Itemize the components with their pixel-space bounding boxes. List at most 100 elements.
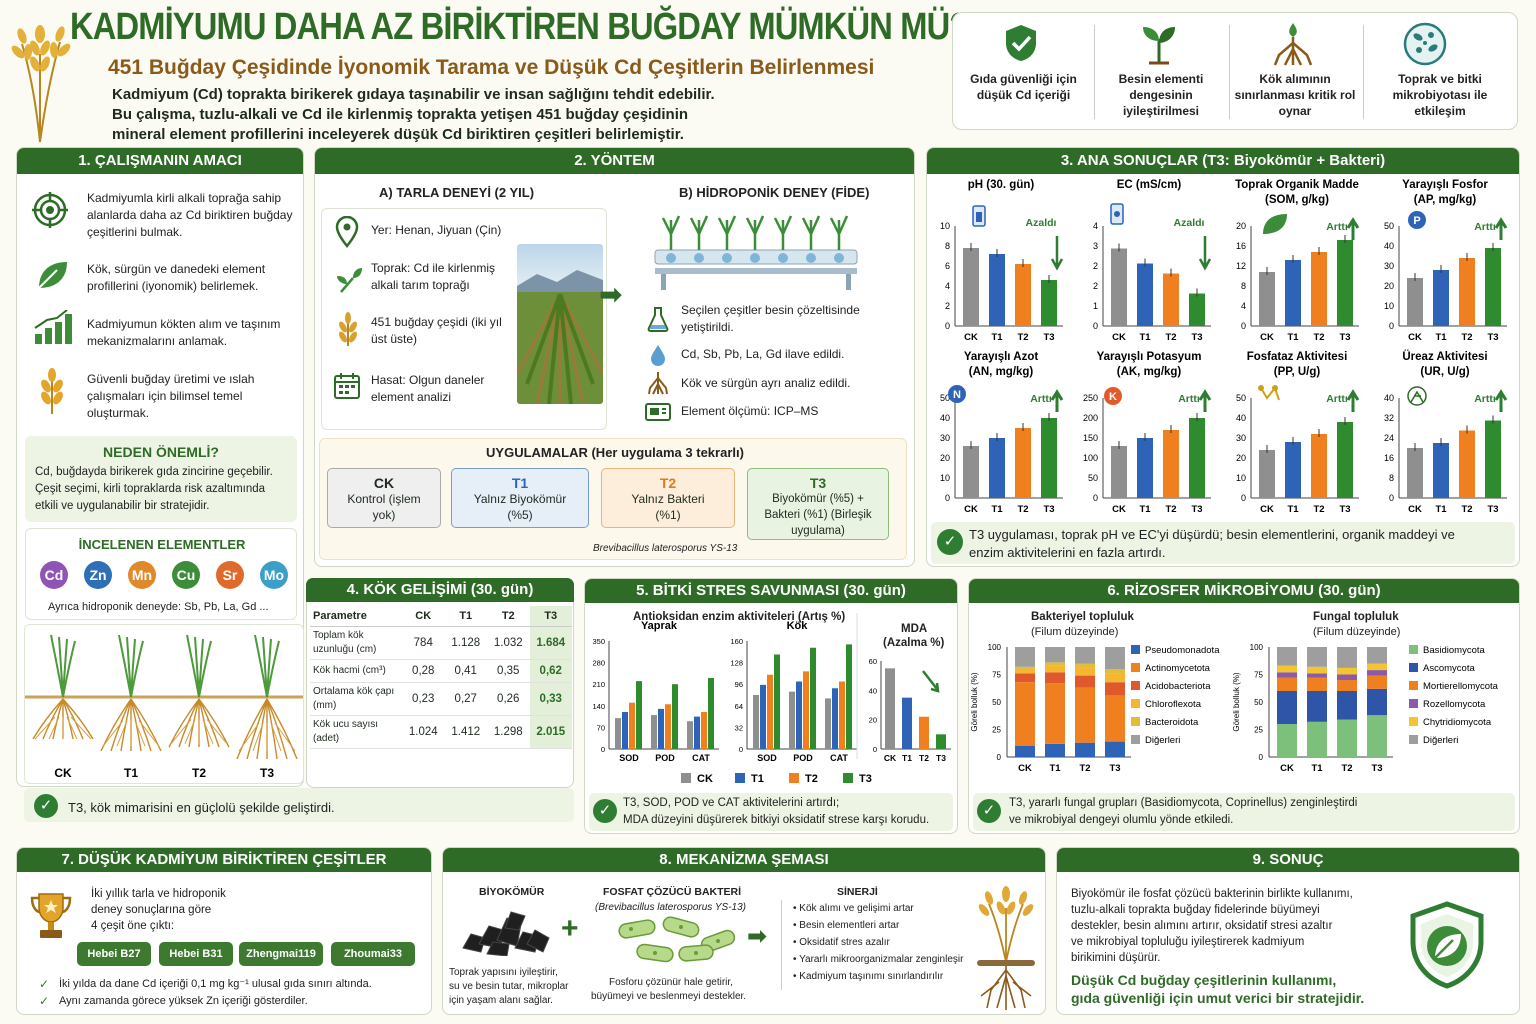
shield-leaf-icon xyxy=(1407,900,1487,995)
tick-label: 0 xyxy=(1093,493,1098,503)
variety-zhoumai33: Zhoumai33 xyxy=(331,942,415,966)
tick-label: 70 xyxy=(597,723,605,732)
bar-CK xyxy=(963,446,979,498)
tick-label: 4 xyxy=(1093,221,1098,231)
conclusion-bold-1: Düşük Cd buğday çeşitlerinin kullanımı, xyxy=(1071,972,1337,988)
hydro-item-4: Element ölçümü: ICP–MS xyxy=(681,404,819,418)
stack-segment xyxy=(1045,662,1065,666)
conclusion-line-1: Biyokömür ile fosfat çözücü bakterinin b… xyxy=(1071,888,1353,900)
bar-T1-CAT xyxy=(832,688,838,749)
bar-T3-POD xyxy=(810,647,816,749)
element-cu: Cu xyxy=(172,561,200,589)
bar-T1 xyxy=(1433,270,1449,326)
treatment-t2: T2 Yalnız Bakteri (%1) xyxy=(601,468,735,528)
bar-T3-SOD xyxy=(774,654,780,749)
wheat-grain-icon xyxy=(37,368,67,419)
strain-label: Brevibacillus laterosporus YS-13 xyxy=(593,543,738,554)
legend-label: Diğerleri xyxy=(1145,735,1180,746)
stack-segment xyxy=(1075,675,1095,688)
elements-box: İNCELENEN ELEMENTLER Cd Zn Mn Cu Sr Mo A… xyxy=(25,528,297,620)
shield-check-icon xyxy=(1003,23,1039,68)
stack-segment xyxy=(1045,672,1065,684)
hydroponic-illustration xyxy=(651,210,861,297)
chart-title-5: Yarayışlı Potasyum xyxy=(1097,351,1202,363)
legend-swatch xyxy=(1131,663,1140,672)
bar-CK xyxy=(1407,448,1423,498)
legend-label: Basidiomycota xyxy=(1423,645,1485,656)
table-cell: Ortalama kök çapı (mm) xyxy=(310,682,402,716)
table-cell: 1.412 xyxy=(444,715,487,749)
element-mn: Mn xyxy=(128,561,156,589)
conclusion-line-4: ve mikrobiyal topluluğu iyileştirerek ka… xyxy=(1071,936,1305,948)
stack-segment xyxy=(1045,647,1065,663)
wheat-logo-icon xyxy=(10,14,72,144)
lowcd-text-2: deney sonuçlarına göre xyxy=(91,904,212,916)
tick-label: 0 xyxy=(739,745,743,754)
tick-label: 0 xyxy=(1389,493,1394,503)
tick-label: 128 xyxy=(730,659,743,668)
table-row: Ortalama kök çapı (mm) 0,23 0,27 0,26 0,33 xyxy=(310,682,572,716)
stress-charts: Yaprak 0 70 140 210 280 350 SOD POD CAT Kök 0 32 64 96… xyxy=(592,613,951,785)
root-label-CK: CK xyxy=(54,766,72,780)
legend-label: Ascomycota xyxy=(1423,663,1475,674)
x-label: CK xyxy=(1260,504,1274,515)
root-label-T3: T3 xyxy=(260,766,274,780)
bar-T3 xyxy=(1189,418,1205,498)
tick-label: 20 xyxy=(869,716,877,725)
stack-segment xyxy=(1015,746,1035,757)
nutrient-badge-K: K xyxy=(1104,387,1122,405)
stress-chart-label: Yaprak xyxy=(641,620,678,632)
x-label: T3 xyxy=(936,753,946,763)
bar-T3 xyxy=(1041,418,1057,498)
stack-segment xyxy=(1015,666,1035,669)
legend-label-T2: T2 xyxy=(805,773,818,785)
table-row: Toplam kök uzunluğu (cm) 784 1.128 1.032 1.6… xyxy=(310,626,572,660)
aim-item-3: Kadmiyumun kökten alım ve taşınım mekani… xyxy=(87,317,281,348)
arrow-up-icon xyxy=(1346,389,1360,412)
plus-icon: + xyxy=(561,912,579,945)
page-subtitle: 451 Buğday Çeşidinde İyonomik Tarama ve … xyxy=(108,56,875,79)
bar-T3 xyxy=(1189,293,1205,326)
stack-segment xyxy=(1367,663,1387,671)
stack-segment xyxy=(1307,666,1327,674)
page-title: KADMİYUMU DAHA AZ BİRİKTİREN BUĞDAY MÜMK… xyxy=(70,6,969,48)
stress-panel: 5. BİTKİ STRES SAVUNMASI (30. gün) Antio… xyxy=(584,578,958,834)
roots-small-icon xyxy=(647,370,669,401)
bar-CK-CAT xyxy=(825,698,831,749)
elements-title: İNCELENEN ELEMENTLER xyxy=(78,537,246,552)
stack-segment xyxy=(1277,691,1297,724)
stress-subtitle: Antioksidan enzim aktiviteleri (Artış %) xyxy=(633,611,846,623)
mda-title-1: MDA xyxy=(901,623,928,635)
tick-label: 40 xyxy=(869,686,877,695)
tick-label: 20 xyxy=(940,453,950,463)
micro-summary-2: ve mikrobiyal dengeyi olumlu yönde etkil… xyxy=(1009,814,1234,826)
stack-segment xyxy=(1045,743,1065,757)
highlight-label-1: Gıda güvenliği için düşük Cd içeriği xyxy=(970,72,1077,102)
x-label: T1 xyxy=(991,504,1003,515)
method-panel: 2. YÖNTEM A) TARLA DENEYİ (2 YIL) Yer: H… xyxy=(314,147,915,567)
bar-CK-POD xyxy=(789,691,795,749)
tick-label: 20 xyxy=(1236,453,1246,463)
mda-bar-T3 xyxy=(936,734,946,749)
tick-label: 25 xyxy=(992,726,1001,735)
variety-hebei-b27: Hebei B27 xyxy=(77,942,151,966)
root-section: 4. KÖK GELİŞİMİ (30. gün) CK T1 T2 T3 Param… xyxy=(16,578,574,828)
table-row: Kök hacmi (cm³) 0,28 0,41 0,35 0,62 xyxy=(310,659,572,683)
biochar-desc-3: için yaşam alanı sağlar. xyxy=(449,995,553,1006)
bar-CK xyxy=(1111,248,1127,326)
x-label: T2 xyxy=(1017,332,1028,343)
lowcd-text-1: İki yıllık tarla ve hidroponik xyxy=(91,888,226,900)
bar-T2-SOD xyxy=(629,702,635,749)
element-sr: Sr xyxy=(216,561,244,589)
tick-label: 16 xyxy=(1384,453,1394,463)
x-label: POD xyxy=(655,753,675,763)
lowcd-note-1: İki yılda da dane Cd içeriği 0,1 mg kg⁻¹… xyxy=(59,978,372,990)
annotation-label: Arttı xyxy=(1326,393,1348,405)
bar-T1 xyxy=(989,254,1005,326)
tick-label: 8 xyxy=(1389,473,1394,483)
table-cell: 1.032 xyxy=(487,626,530,660)
arrow-up-icon xyxy=(1494,389,1508,412)
tick-label: 32 xyxy=(1384,413,1394,423)
legend-label: Chytridiomycota xyxy=(1423,717,1492,728)
svg-text:P: P xyxy=(1413,215,1420,227)
